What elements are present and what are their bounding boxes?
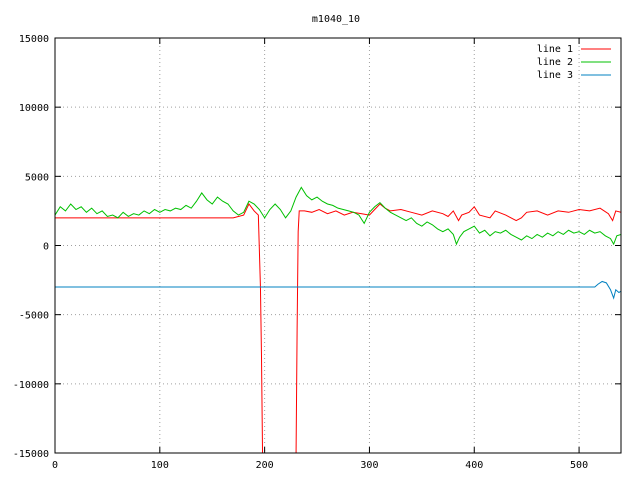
axes: 0 100 200 300 400 500 -15000 -10000 -5000 0 5000 10… bbox=[13, 34, 622, 471]
y-tick-label: 15000 bbox=[19, 34, 49, 45]
data-series bbox=[55, 186, 621, 453]
y-tick-label: -10000 bbox=[13, 380, 49, 391]
legend-label: line 3 bbox=[537, 70, 573, 81]
y-tick-label: -5000 bbox=[19, 311, 49, 322]
x-tick-label: 500 bbox=[570, 460, 588, 471]
legend-label: line 1 bbox=[537, 44, 573, 55]
y-tick-label: 5000 bbox=[25, 172, 49, 183]
grid-lines bbox=[55, 38, 621, 453]
x-tick-label: 400 bbox=[465, 460, 483, 471]
legend-label: line 2 bbox=[537, 57, 573, 68]
x-tick-label: 100 bbox=[151, 460, 169, 471]
y-tick-label: 10000 bbox=[19, 103, 49, 114]
series-line-1 bbox=[55, 203, 621, 453]
series-line-3 bbox=[55, 280, 621, 300]
y-tick-label: 0 bbox=[43, 242, 49, 253]
legend: line 1 line 2 line 3 bbox=[537, 44, 611, 81]
x-tick-label: 300 bbox=[360, 460, 378, 471]
x-tick-label: 0 bbox=[52, 460, 58, 471]
chart-title: m1040_10 bbox=[312, 14, 360, 25]
y-tick-label: -15000 bbox=[13, 449, 49, 460]
x-tick-label: 200 bbox=[256, 460, 274, 471]
series-line-2 bbox=[55, 186, 621, 246]
